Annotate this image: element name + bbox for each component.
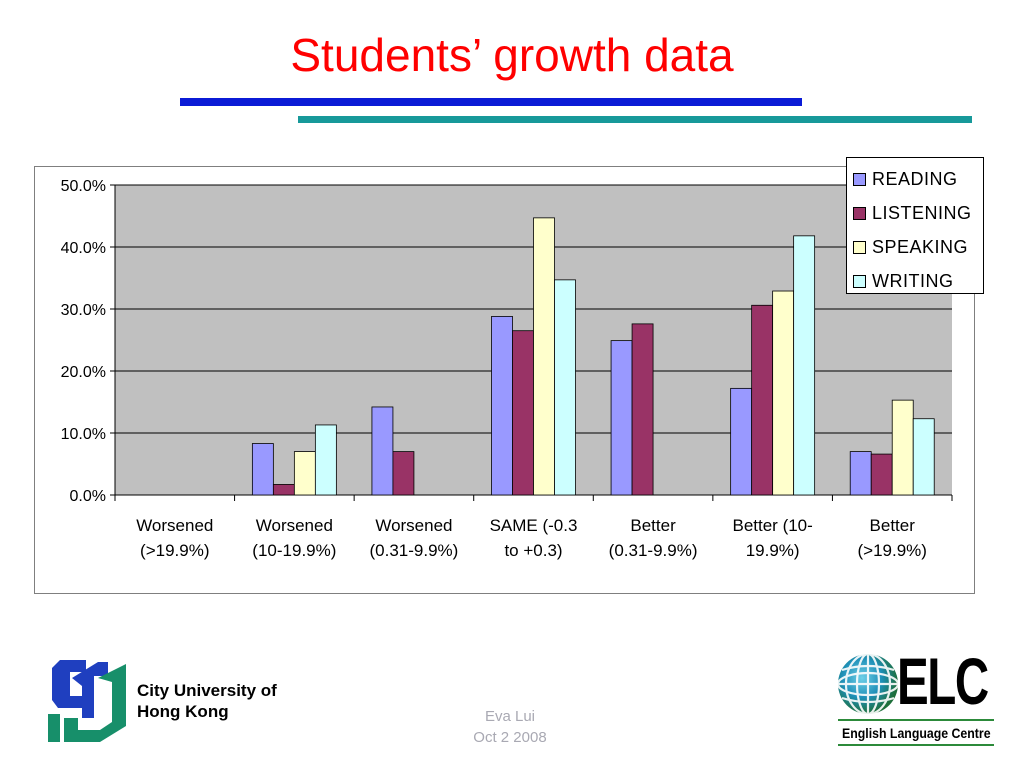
bar-listening	[631, 323, 654, 496]
legend-label-reading: READING	[872, 168, 958, 189]
legend-item-listening: LISTENING	[853, 196, 983, 230]
bar-listening	[392, 451, 415, 496]
y-tick-label: 40.0%	[61, 240, 106, 257]
bar-listening	[272, 484, 295, 496]
bar-reading	[491, 316, 513, 496]
bar-speaking	[293, 451, 316, 496]
legend-label-speaking: SPEAKING	[872, 236, 969, 257]
x-tick-label: Worsened	[375, 516, 452, 535]
x-tick-label: Better (10-	[732, 516, 812, 535]
bar-writing	[912, 418, 935, 496]
y-tick-label: 0.0%	[70, 488, 106, 505]
legend-item-writing: WRITING	[853, 264, 983, 298]
legend-item-speaking: SPEAKING	[853, 230, 983, 264]
x-tick-label: (10-19.9%)	[252, 541, 336, 560]
elc-logo-text: ELC	[897, 644, 989, 718]
slide-title: Students’ growth data	[290, 29, 734, 81]
legend-label-writing: WRITING	[872, 270, 954, 291]
bar-listening	[870, 453, 893, 496]
legend-swatch-reading	[853, 172, 866, 186]
cityu-name: City University of Hong Kong	[137, 680, 277, 722]
author-name: Eva Lui	[484, 708, 536, 725]
x-tick-label: 19.9%)	[746, 541, 800, 560]
bar-reading	[371, 406, 394, 496]
chart-frame: 0.0% 10.0% 20.0% 30.0% 40.0% 50.0% Worsened (>1…	[34, 166, 975, 594]
cityu-name-line2: Hong Kong	[137, 702, 229, 721]
legend-item-reading: READING	[853, 162, 983, 196]
x-tick-label: Better	[630, 516, 676, 535]
y-tick-label: 20.0%	[61, 364, 106, 381]
bar-listening	[751, 304, 774, 496]
legend-swatch-writing	[853, 274, 866, 288]
elc-subtitle: English Language Centre	[842, 725, 991, 741]
title-underline-blue	[180, 98, 802, 106]
cityu-name-line1: City University of	[137, 681, 277, 700]
bar-reading	[730, 387, 753, 496]
x-tick-label: Better	[870, 516, 916, 535]
x-tick-label: (>19.9%)	[140, 541, 209, 560]
bar-speaking	[533, 217, 555, 496]
author-info: Eva Lui Oct 2 2008	[440, 706, 580, 748]
elc-divider-bottom	[838, 744, 994, 746]
y-tick-label: 30.0%	[61, 302, 106, 319]
bar-reading	[849, 451, 872, 496]
x-tick-label: Worsened	[256, 516, 333, 535]
y-tick-label: 50.0%	[61, 178, 106, 195]
legend-swatch-listening	[853, 206, 866, 220]
x-tick-label: (>19.9%)	[857, 541, 926, 560]
x-tick-label: (0.31-9.9%)	[609, 541, 698, 560]
title-underline-teal	[298, 116, 972, 123]
legend-label-listening: LISTENING	[872, 202, 972, 223]
cityu-logo	[48, 660, 126, 742]
x-tick-label: to +0.3)	[504, 541, 562, 560]
legend-swatch-speaking	[853, 240, 866, 254]
x-tick-label: (0.31-9.9%)	[370, 541, 459, 560]
bar-reading	[610, 340, 633, 496]
bar-listening	[512, 330, 534, 496]
x-tick-label: Worsened	[136, 516, 213, 535]
bar-writing	[793, 235, 816, 496]
bar-writing	[314, 424, 337, 496]
y-tick-label: 10.0%	[61, 426, 106, 443]
x-tick-label: SAME (-0.3	[490, 516, 578, 535]
bar-writing	[554, 279, 576, 496]
chart-legend: READING LISTENING SPEAKING WRITING	[846, 157, 984, 294]
elc-divider-top	[838, 719, 994, 721]
bar-speaking	[772, 290, 795, 496]
elc-globe-icon	[836, 652, 900, 716]
author-date: Oct 2 2008	[473, 729, 547, 746]
bar-chart: 0.0% 10.0% 20.0% 30.0% 40.0% 50.0% Worsened (>1…	[61, 178, 953, 560]
bar-speaking	[891, 399, 914, 496]
bar-reading	[251, 443, 274, 496]
